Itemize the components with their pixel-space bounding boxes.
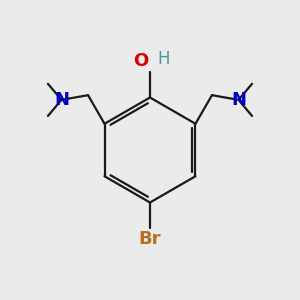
Text: O: O [133, 52, 148, 70]
Text: N: N [231, 91, 246, 109]
Text: Br: Br [139, 230, 161, 247]
Text: H: H [158, 50, 170, 68]
Text: N: N [54, 91, 69, 109]
